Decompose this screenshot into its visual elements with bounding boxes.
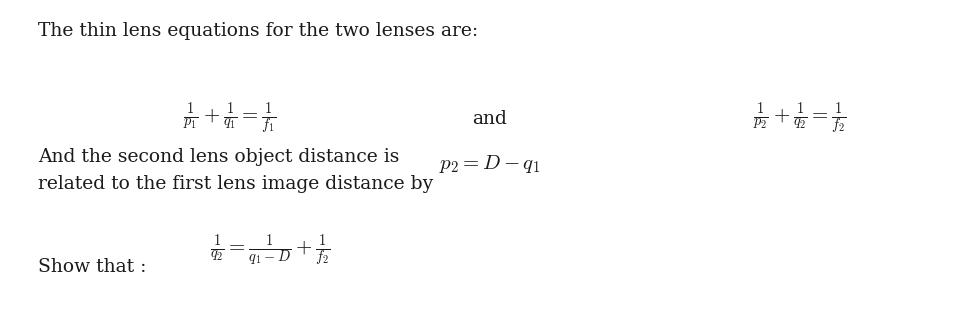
Text: $\frac{1}{q_2} = \frac{1}{q_1 - D} + \frac{1}{f_2}$: $\frac{1}{q_2} = \frac{1}{q_1 - D} + \fr…: [209, 232, 331, 268]
Text: The thin lens equations for the two lenses are:: The thin lens equations for the two lens…: [38, 22, 478, 40]
Text: $\frac{1}{p_2} + \frac{1}{q_2} = \frac{1}{f_2}$: $\frac{1}{p_2} + \frac{1}{q_2} = \frac{1…: [752, 100, 846, 136]
Text: related to the first lens image distance by: related to the first lens image distance…: [38, 175, 432, 193]
Text: Show that :: Show that :: [38, 258, 146, 276]
Text: and: and: [472, 110, 506, 128]
Text: $\frac{1}{p_1} + \frac{1}{q_1} = \frac{1}{f_1}$: $\frac{1}{p_1} + \frac{1}{q_1} = \frac{1…: [183, 100, 277, 136]
Text: $p_2 = D - q_1$: $p_2 = D - q_1$: [439, 153, 540, 175]
Text: And the second lens object distance is: And the second lens object distance is: [38, 148, 399, 166]
